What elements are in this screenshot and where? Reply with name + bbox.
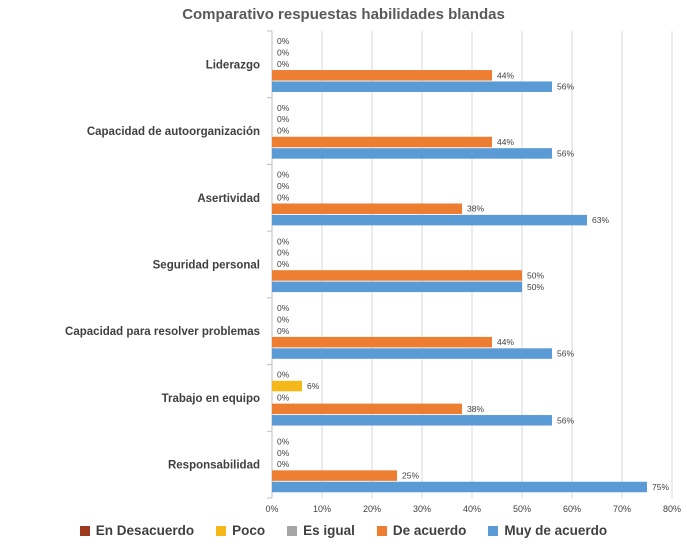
data-label: 50% — [527, 270, 544, 280]
category-label: Capacidad para resolver problemas — [65, 326, 260, 338]
data-label: 6% — [307, 381, 320, 391]
data-label: 56% — [557, 349, 574, 359]
data-label: 0% — [277, 248, 290, 258]
data-label: 0% — [277, 370, 290, 380]
data-label: 63% — [592, 215, 609, 225]
bar — [272, 214, 587, 226]
data-label: 0% — [277, 103, 290, 113]
legend-label: En Desacuerdo — [95, 523, 195, 538]
x-tick-label: 70% — [613, 504, 631, 514]
bar — [272, 380, 302, 392]
legend-label: De acuerdo — [392, 523, 467, 538]
data-label: 44% — [497, 70, 514, 80]
data-label: 0% — [277, 459, 290, 469]
bar — [272, 415, 552, 426]
data-label: 56% — [557, 82, 574, 92]
data-label: 44% — [497, 337, 514, 347]
data-label: 0% — [277, 59, 290, 69]
legend-swatch — [287, 525, 298, 536]
legend-item: Muy de acuerdo — [488, 523, 607, 538]
category-label: Seguridad personal — [153, 260, 260, 272]
legend-swatch — [488, 525, 499, 536]
bar — [272, 481, 647, 493]
legend-item: Es igual — [287, 523, 355, 538]
data-label: 0% — [277, 114, 290, 124]
data-label: 0% — [277, 48, 290, 58]
data-label: 75% — [652, 482, 669, 492]
category-label: Responsabilidad — [168, 460, 260, 472]
data-label: 44% — [497, 137, 514, 147]
bar — [272, 203, 462, 214]
data-label: 0% — [277, 314, 290, 324]
x-tick-label: 40% — [463, 504, 481, 514]
data-label: 38% — [467, 404, 484, 414]
data-label: 25% — [402, 471, 419, 481]
data-label: 50% — [527, 282, 544, 292]
category-label: Liderazgo — [206, 59, 260, 71]
x-tick-label: 30% — [413, 504, 431, 514]
data-label: 0% — [277, 236, 290, 246]
data-label: 0% — [277, 259, 290, 269]
bar — [272, 281, 522, 293]
bar — [272, 336, 492, 348]
x-tick-label: 60% — [563, 504, 581, 514]
data-label: 0% — [277, 448, 290, 458]
data-label: 0% — [277, 170, 290, 180]
data-label: 0% — [277, 392, 290, 402]
data-label: 56% — [557, 415, 574, 425]
bar — [272, 81, 552, 92]
legend-swatch — [79, 525, 90, 536]
bar — [272, 270, 522, 281]
category-label: Asertividad — [197, 193, 260, 205]
bar — [272, 348, 552, 359]
category-label: Trabajo en equipo — [162, 393, 260, 405]
legend-item: Poco — [216, 523, 265, 538]
bar — [272, 148, 552, 159]
legend-label: Es igual — [303, 523, 355, 538]
data-label: 0% — [277, 326, 290, 336]
legend-label: Muy de acuerdo — [504, 523, 608, 538]
x-tick-label: 20% — [363, 504, 381, 514]
x-tick-label: 0% — [265, 504, 278, 514]
x-tick-label: 50% — [513, 504, 531, 514]
data-label: 56% — [557, 148, 574, 158]
bar — [272, 136, 492, 148]
data-label: 0% — [277, 36, 290, 46]
data-label: 38% — [467, 204, 484, 214]
x-tick-label: 10% — [313, 504, 331, 514]
data-label: 0% — [277, 303, 290, 313]
legend-swatch — [376, 525, 387, 536]
bar — [272, 470, 397, 481]
legend-swatch — [216, 525, 227, 536]
legend-item: De acuerdo — [376, 523, 467, 538]
legend-item: En Desacuerdo — [79, 523, 195, 538]
legend-label: Poco — [232, 523, 266, 538]
chart-title: Comparativo respuestas habilidades bland… — [182, 6, 505, 23]
data-label: 0% — [277, 436, 290, 446]
category-label: Capacidad de autoorganización — [87, 126, 260, 138]
legend: En Desacuerdo Poco Es igual De acuerdo Muy d… — [0, 523, 687, 538]
data-label: 0% — [277, 126, 290, 136]
data-label: 0% — [277, 192, 290, 202]
bar — [272, 70, 492, 81]
bar — [272, 403, 462, 415]
data-label: 0% — [277, 181, 290, 191]
x-tick-label: 80% — [663, 504, 681, 514]
